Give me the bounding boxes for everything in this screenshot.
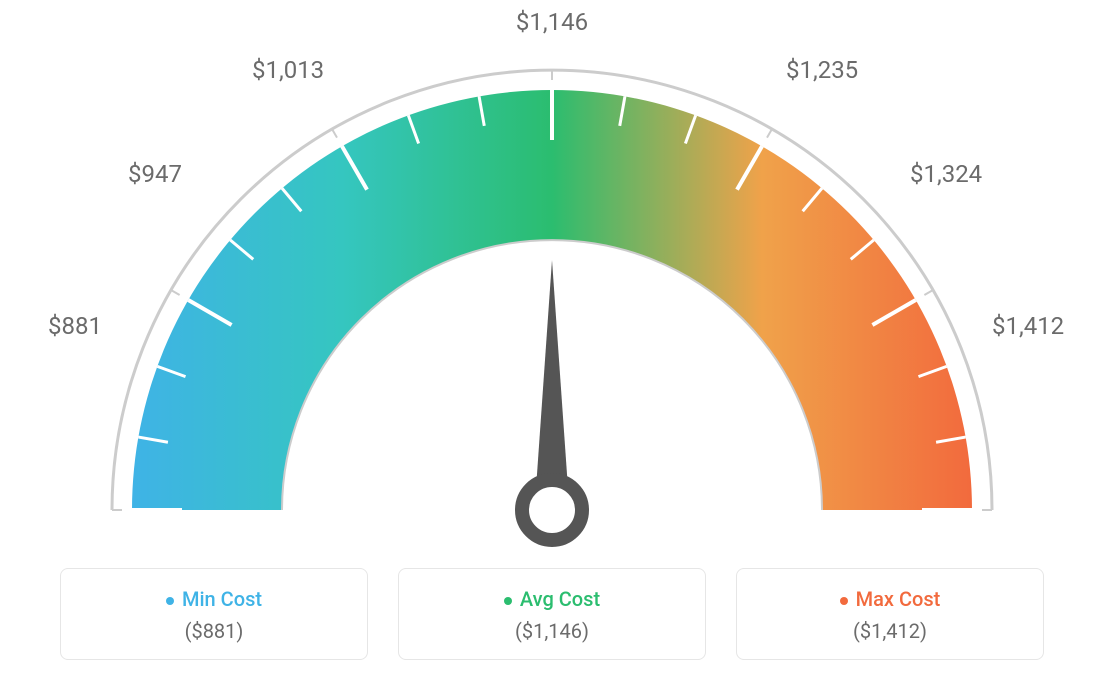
legend-avg-title: Avg Cost	[520, 587, 600, 611]
tick-label-5: $1,324	[910, 160, 982, 188]
legend-avg-title-row: Avg Cost	[409, 587, 695, 611]
gauge-svg	[52, 50, 1052, 570]
legend-card-min: Min Cost ($881)	[60, 568, 368, 660]
tick-label-3: $1,146	[516, 8, 588, 36]
legend-max-dot	[840, 597, 848, 605]
tick-label-6: $1,412	[992, 312, 1064, 340]
legend-min-title-row: Min Cost	[71, 587, 357, 611]
tick-label-1: $947	[128, 160, 182, 188]
legend-min-value: ($881)	[71, 619, 357, 643]
legend-min-dot	[166, 597, 174, 605]
legend-avg-value: ($1,146)	[409, 619, 695, 643]
gauge: $881 $947 $1,013 $1,146 $1,235 $1,324 $1…	[0, 0, 1104, 560]
legend-max-value: ($1,412)	[747, 619, 1033, 643]
legend-max-title: Max Cost	[856, 587, 941, 611]
tick-label-2: $1,013	[252, 56, 324, 84]
tick-label-0: $881	[48, 312, 102, 340]
legend-card-max: Max Cost ($1,412)	[736, 568, 1044, 660]
legend-card-avg: Avg Cost ($1,146)	[398, 568, 706, 660]
tick-label-4: $1,235	[786, 56, 858, 84]
legend-min-title: Min Cost	[182, 587, 262, 611]
legend-row: Min Cost ($881) Avg Cost ($1,146) Max Co…	[60, 568, 1044, 660]
legend-max-title-row: Max Cost	[747, 587, 1033, 611]
chart-container: $881 $947 $1,013 $1,146 $1,235 $1,324 $1…	[0, 0, 1104, 690]
legend-avg-dot	[504, 597, 512, 605]
